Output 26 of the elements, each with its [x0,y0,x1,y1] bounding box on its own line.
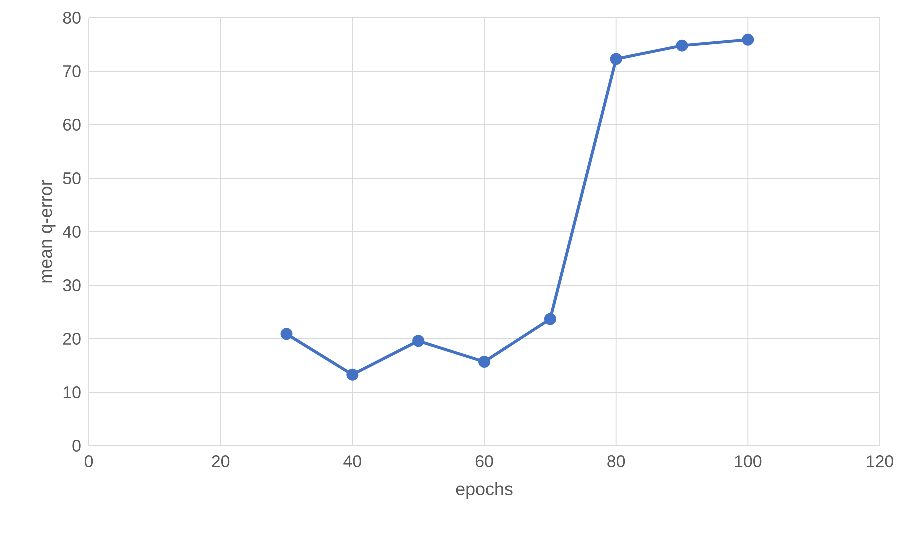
x-axis-title: epochs [456,482,513,500]
y-tick-label: 20 [64,333,81,345]
y-tick-label: 0 [72,440,81,452]
y-tick-label: 40 [63,226,81,238]
y-axis-title: mean q-error [42,180,56,283]
y-tick-label: 70 [64,66,81,78]
x-tick-label: 20 [212,456,230,468]
x-tick-label: 100 [735,456,762,468]
point [544,313,556,326]
point [610,53,622,66]
x-tick-label: 60 [476,456,494,468]
y-tick-label: 60 [64,119,81,131]
point [742,34,754,46]
y-tick-label: 50 [63,172,81,184]
point [478,356,491,368]
x-tick-label: 40 [344,456,362,468]
x-tick-label: 80 [608,456,626,468]
point [412,335,425,348]
point [676,40,688,52]
y-tick-label: 30 [63,280,81,292]
x-tick-label: 0 [84,456,94,468]
y-tick-label: 80 [63,12,81,24]
point [280,328,293,340]
y-tick-label: 10 [64,386,81,398]
point [346,368,359,381]
x-tick-label: 120 [867,456,894,468]
